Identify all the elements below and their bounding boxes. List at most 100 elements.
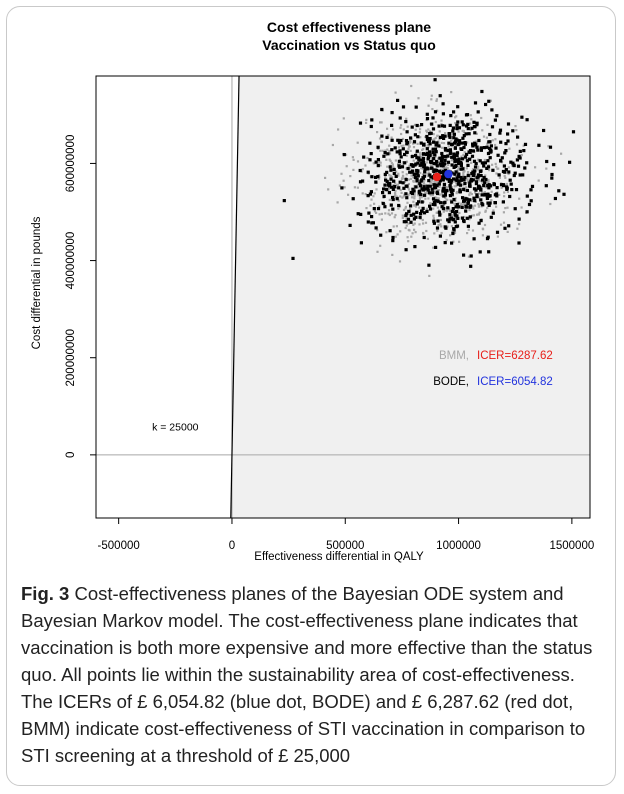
scatter-point-bmm: [455, 143, 458, 147]
scatter-point-bmm: [427, 104, 430, 107]
scatter-point-bmm: [466, 141, 469, 144]
scatter-point-bmm: [400, 124, 403, 127]
scatter-point-bode: [427, 179, 431, 183]
scatter-point-bmm: [397, 174, 400, 177]
scatter-point-bmm: [520, 206, 523, 209]
scatter-point-bmm: [422, 182, 425, 185]
scatter-point-bmm: [387, 209, 391, 212]
scatter-point-bode: [391, 195, 395, 200]
scatter-point-bmm: [390, 212, 394, 215]
scatter-point-bode: [442, 136, 446, 140]
scatter-point-bode: [415, 202, 419, 206]
scatter-point-bmm: [484, 209, 487, 212]
scatter-point-bmm: [440, 119, 443, 122]
scatter-point-bode: [466, 122, 470, 126]
scatter-point-bmm: [433, 179, 436, 182]
scatter-point-bmm: [478, 211, 481, 214]
scatter-point-bode: [443, 148, 448, 152]
scatter-point-bode: [470, 154, 475, 158]
scatter-point-bmm: [494, 138, 497, 141]
scatter-point-bode: [487, 203, 491, 207]
scatter-point-bmm: [507, 172, 510, 176]
scatter-point-bode: [397, 203, 401, 208]
scatter-point-bode: [461, 167, 465, 171]
scatter-point-bmm: [407, 222, 410, 225]
scatter-point-bmm: [365, 207, 368, 210]
scatter-point-bmm: [406, 125, 409, 128]
scatter-point-bode: [396, 138, 400, 142]
scatter-point-bode: [465, 159, 469, 163]
scatter-point-bode: [369, 152, 373, 156]
scatter-point-bode: [443, 168, 448, 172]
scatter-point-bode: [370, 221, 374, 225]
scatter-point-bmm: [385, 231, 388, 234]
scatter-point-bode: [476, 110, 480, 114]
scatter-point-bode: [445, 188, 449, 193]
scatter-point-bmm: [480, 116, 483, 120]
scatter-point-bode: [476, 148, 480, 152]
scatter-point-bmm: [429, 181, 432, 184]
scatter-point-bode: [514, 188, 519, 192]
scatter-point-bmm: [474, 191, 477, 194]
scatter-point-bmm: [412, 215, 415, 218]
scatter-point-bode: [479, 219, 483, 223]
scatter-point-bode: [437, 144, 441, 148]
scatter-point-bmm: [490, 190, 493, 193]
scatter-point-bode: [399, 155, 403, 159]
scatter-point-bmm: [438, 185, 441, 188]
scatter-point-bode: [462, 178, 466, 182]
scatter-point-bmm: [428, 274, 431, 277]
scatter-point-bode: [525, 161, 529, 165]
scatter-point-bode: [453, 158, 457, 163]
scatter-point-bmm: [445, 166, 448, 169]
scatter-point-bode: [550, 176, 554, 180]
scatter-point-bode: [418, 182, 422, 186]
scatter-point-bmm: [450, 145, 453, 148]
scatter-point-bode: [462, 134, 466, 138]
scatter-point-bode: [466, 200, 470, 204]
scatter-point-bmm: [500, 186, 503, 189]
scatter-point-bmm: [468, 218, 471, 221]
scatter-point-bode: [415, 123, 419, 128]
scatter-point-bmm: [372, 195, 375, 198]
scatter-point-bode: [450, 163, 454, 167]
scatter-point-bode: [507, 170, 511, 174]
y-tick-label: 600000000: [65, 135, 77, 193]
scatter-point-bode: [508, 178, 512, 182]
scatter-point-bode: [487, 186, 491, 190]
scatter-point-bmm: [549, 202, 552, 206]
scatter-point-bode: [463, 175, 467, 180]
scatter-point-bmm: [432, 246, 435, 249]
scatter-point-bode: [504, 142, 508, 146]
scatter-point-bode: [439, 171, 443, 175]
scatter-point-bmm: [388, 213, 391, 217]
scatter-point-bmm: [437, 141, 440, 145]
scatter-point-bode: [487, 99, 491, 103]
scatter-point-bode: [409, 136, 413, 140]
scatter-point-bode: [462, 218, 466, 223]
scatter-point-bode: [451, 126, 455, 130]
scatter-point-bode: [422, 211, 427, 215]
scatter-point-bode: [443, 225, 447, 229]
scatter-point-bmm: [401, 171, 404, 174]
scatter-point-bode: [404, 220, 408, 224]
scatter-point-bmm: [418, 197, 421, 201]
scatter-point-bmm: [467, 255, 470, 258]
scatter-point-bode: [469, 254, 473, 258]
scatter-point-bmm: [478, 178, 481, 181]
scatter-point-bode: [422, 235, 426, 240]
scatter-point-bmm: [482, 191, 485, 195]
scatter-point-bode: [461, 136, 465, 140]
scatter-point-bode: [500, 156, 504, 160]
scatter-point-bmm: [454, 122, 457, 125]
scatter-point-bmm: [432, 214, 435, 217]
scatter-point-bmm: [430, 156, 433, 159]
scatter-point-bmm: [391, 166, 394, 169]
scatter-point-bode: [370, 118, 374, 122]
scatter-point-bmm: [422, 180, 425, 183]
scatter-point-bode: [454, 205, 458, 209]
scatter-point-bode: [435, 199, 439, 203]
scatter-point-bode: [502, 164, 506, 168]
scatter-point-bode: [478, 250, 482, 254]
scatter-point-bmm: [373, 202, 376, 205]
